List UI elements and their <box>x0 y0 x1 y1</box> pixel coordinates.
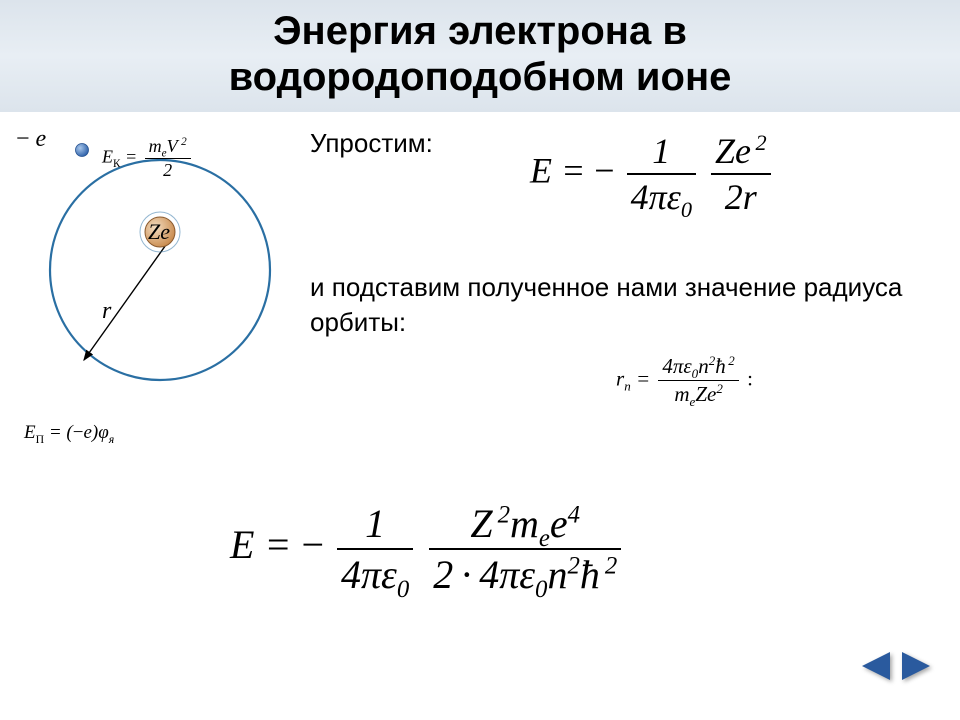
page-title: Энергия электрона в водородоподобном ион… <box>20 8 940 100</box>
triangle-right-icon <box>900 650 934 682</box>
title-banner: Энергия электрона в водородоподобном ион… <box>0 0 960 112</box>
nucleus-label: Ze <box>148 219 170 245</box>
bohr-diagram: − e EК = meV 22 Ze r EП = (−e)φя <box>30 120 290 460</box>
electron <box>76 144 89 157</box>
potential-energy-eq: EП = (−e)φя <box>24 422 114 444</box>
title-line1: Энергия электрона в <box>273 9 687 53</box>
eq-radius-n: rn = 4πε0n2ħ 2meZe2 : <box>616 354 753 407</box>
eq-energy-full: E = − 14πε0 Z 2mee42 · 4πε0n2ħ 2 <box>230 500 624 598</box>
eq-energy-simplified: E = − 14πε0 Ze 22r <box>530 130 774 218</box>
prev-slide-button[interactable] <box>858 650 892 682</box>
electron-charge-label: − e <box>16 126 46 153</box>
triangle-left-icon <box>858 650 892 682</box>
title-line2: водородоподобном ионе <box>229 55 732 99</box>
text-substitute: и подставим полученное нами значение рад… <box>310 270 910 340</box>
radius-label: r <box>102 298 111 325</box>
radius-arrow <box>84 242 168 360</box>
kinetic-energy-eq: EК = meV 22 <box>102 136 194 181</box>
next-slide-button[interactable] <box>900 650 934 682</box>
text-simplify: Упростим: <box>310 128 433 159</box>
orbit-circle <box>50 160 270 380</box>
